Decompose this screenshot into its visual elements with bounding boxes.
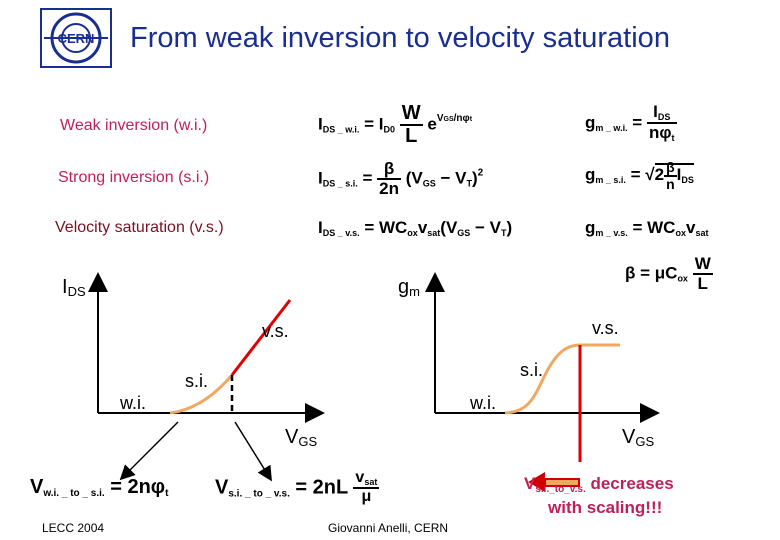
logo-text: CERN (58, 31, 95, 46)
right-label-wi: w.i. (470, 393, 497, 413)
pointer-arrow-wi-si (119, 421, 179, 481)
region-label-strong-inversion: Strong inversion (s.i.) (58, 169, 210, 186)
left-label-si: s.i. (185, 371, 209, 391)
right-y-axis-label: gm (398, 276, 420, 299)
ids-strong-inversion-equation: IDS _ s.i. = β 2n (VGS − VT)2 (318, 159, 484, 198)
region-label-velocity-saturation: Velocity saturation (v.s.) (55, 219, 224, 236)
scaling-note-line2: with scaling!!! (548, 498, 663, 517)
vsi-to-vs-equation: Vs.i. _ to _ v.s. = 2nL vsat μ (215, 469, 380, 506)
right-gm-curve (504, 343, 620, 415)
ids-velocity-saturation-equation: IDS _ v.s. = WCoxvsat(VGS − VT) (318, 218, 513, 238)
left-label-vs: v.s. (262, 321, 289, 341)
vwi-to-si-equation: Vw.i. _ to _ s.i. = 2nφt (30, 476, 169, 499)
gm-weak-inversion-equation: gm _ w.i. = IDS nφt (585, 102, 677, 144)
region-label-weak-inversion: Weak inversion (w.i.) (60, 117, 208, 134)
left-label-wi: w.i. (120, 393, 147, 413)
right-label-si: s.i. (520, 360, 544, 380)
left-x-axis-label: VGS (285, 426, 318, 449)
right-label-vs: v.s. (592, 318, 619, 338)
footer-conference: LECC 2004 (42, 521, 105, 535)
decrease-arrow-icon (528, 472, 580, 492)
left-ids-curve-vs (230, 299, 292, 376)
right-x-axis-label: VGS (622, 426, 655, 449)
left-y-axis-label: IDS (62, 276, 86, 299)
footer-author: Giovanni Anelli, CERN (328, 521, 449, 535)
page-title: From weak inversion to velocity saturati… (130, 22, 670, 54)
gm-velocity-saturation-equation: gm _ v.s. = WCoxvsat (585, 218, 709, 238)
gm-strong-inversion-equation: gm _ s.i. = √2 β n IDS (585, 159, 694, 192)
left-ids-curve-wi-si (169, 374, 234, 415)
pointer-arrow-si-vs (234, 421, 272, 482)
scaling-note-line1: Vs.i._to_v.s. decreases (524, 474, 674, 495)
cern-logo: CERN (40, 8, 112, 68)
